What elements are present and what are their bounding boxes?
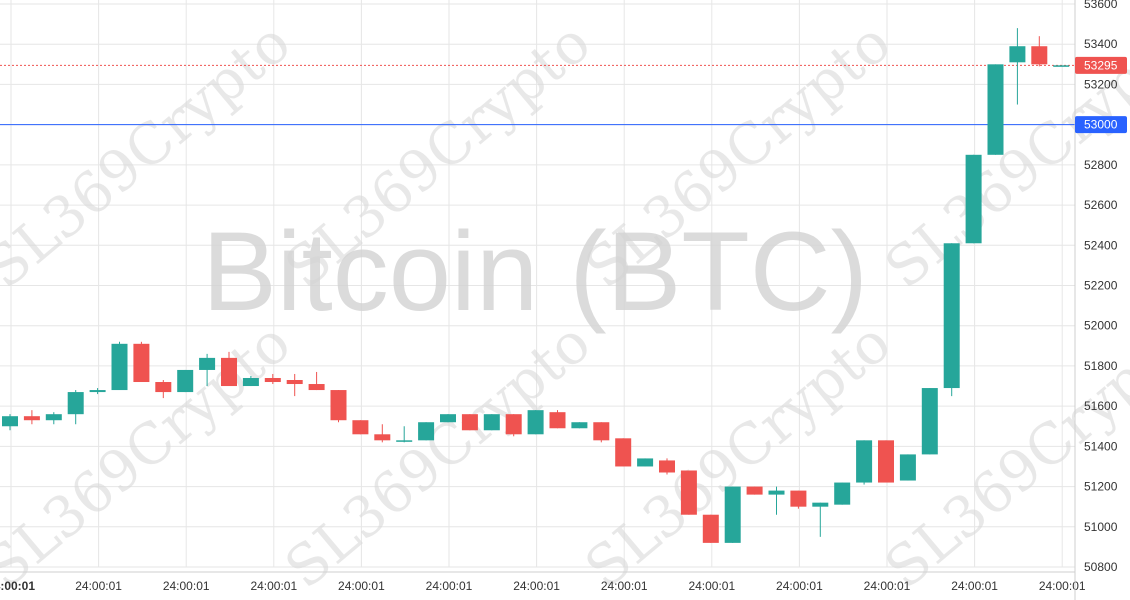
level-price-tag-label: 53000 — [1084, 118, 1118, 132]
y-tick-label: 51000 — [1084, 520, 1118, 534]
price-lines — [0, 64, 1075, 126]
candle-body — [899, 454, 916, 481]
candle-body — [615, 438, 632, 467]
price-tags: 53000 53295 — [1075, 56, 1127, 134]
candle-body — [527, 410, 544, 435]
candle-body — [352, 420, 369, 435]
candle-body — [199, 357, 216, 370]
candle-body — [418, 422, 435, 441]
candle-body — [724, 486, 741, 543]
candle-body — [374, 434, 391, 441]
candles — [2, 28, 1070, 543]
candle-body — [505, 414, 522, 435]
y-tick-label: 52800 — [1084, 158, 1118, 172]
candle-body — [702, 514, 719, 543]
candle-body — [856, 440, 873, 483]
candle-body — [680, 470, 697, 515]
candle-body — [1053, 65, 1070, 67]
candle-body — [965, 154, 982, 244]
candle-body — [571, 422, 588, 429]
candle-body — [1031, 46, 1048, 65]
candle-body — [133, 343, 150, 383]
y-tick-label: 53400 — [1084, 37, 1118, 51]
x-tick-label: 24:00:01 — [1039, 579, 1086, 593]
candle-body — [1009, 46, 1026, 63]
candle-body — [834, 482, 851, 505]
y-tick-label: 51800 — [1084, 359, 1118, 373]
y-tick-label: 52600 — [1084, 198, 1118, 212]
y-tick-label: 52200 — [1084, 279, 1118, 293]
x-tick-label: 24:00:01 — [250, 579, 297, 593]
x-tick-label: 24:00:01 — [426, 579, 473, 593]
candle-body — [45, 414, 62, 421]
candle-body — [2, 416, 18, 427]
x-tick-label: 24:00:01 — [776, 579, 823, 593]
candle-body — [308, 384, 325, 391]
candle-body — [483, 414, 500, 431]
candle-body — [549, 412, 566, 429]
candle-body — [264, 377, 281, 383]
y-tick-label: 50800 — [1084, 560, 1118, 574]
candle-body — [440, 414, 456, 423]
candle-body — [242, 377, 259, 387]
y-tick-label: 51400 — [1084, 439, 1118, 453]
candle-body — [461, 414, 478, 431]
x-tick-label: 24:00:01 — [75, 579, 122, 593]
candle-body — [921, 388, 938, 455]
candle-body — [89, 390, 106, 393]
x-tick-label: 24:00:01 — [338, 579, 385, 593]
y-tick-label: 52400 — [1084, 238, 1118, 252]
x-tick-label: 24:00:01 — [0, 579, 35, 593]
x-tick-label: 24:00:01 — [601, 579, 648, 593]
candle-body — [155, 382, 172, 393]
candle-body — [878, 440, 894, 483]
candle-body — [286, 380, 303, 385]
grid — [0, 0, 1075, 568]
x-tick-label: 24:00:01 — [513, 579, 560, 593]
candle-body — [812, 502, 829, 507]
candle-body — [330, 390, 347, 421]
x-tick-label: 24:00:01 — [688, 579, 735, 593]
watermark-title: Bitcoin (BTC) — [202, 209, 868, 334]
x-tick-label: 24:00:01 — [163, 579, 210, 593]
last-price-tag — [1075, 56, 1127, 74]
candle-body — [943, 243, 960, 389]
y-tick-label: 51200 — [1084, 480, 1118, 494]
candle-body — [593, 422, 610, 441]
candle-body — [67, 392, 84, 415]
x-tick-label: 24:00:01 — [864, 579, 911, 593]
candle-body — [221, 357, 237, 387]
candle-body — [111, 343, 128, 391]
x-tick-label: 24:00:01 — [951, 579, 998, 593]
candle-body — [637, 458, 654, 467]
candle-body — [177, 369, 194, 393]
candle-body — [23, 416, 40, 421]
candle-body — [790, 490, 807, 507]
candle-body — [746, 486, 763, 495]
y-tick-label: 52000 — [1084, 319, 1118, 333]
candle-body — [659, 460, 675, 473]
level-price-tag — [1075, 116, 1127, 134]
candle-body — [396, 440, 413, 442]
y-tick-label: 53200 — [1084, 77, 1118, 91]
candle-body — [768, 490, 785, 495]
candle-body — [987, 64, 1004, 155]
y-tick-label: 51600 — [1084, 399, 1118, 413]
last-price-tag-label: 53295 — [1084, 58, 1118, 72]
y-tick-label: 53600 — [1084, 0, 1118, 11]
